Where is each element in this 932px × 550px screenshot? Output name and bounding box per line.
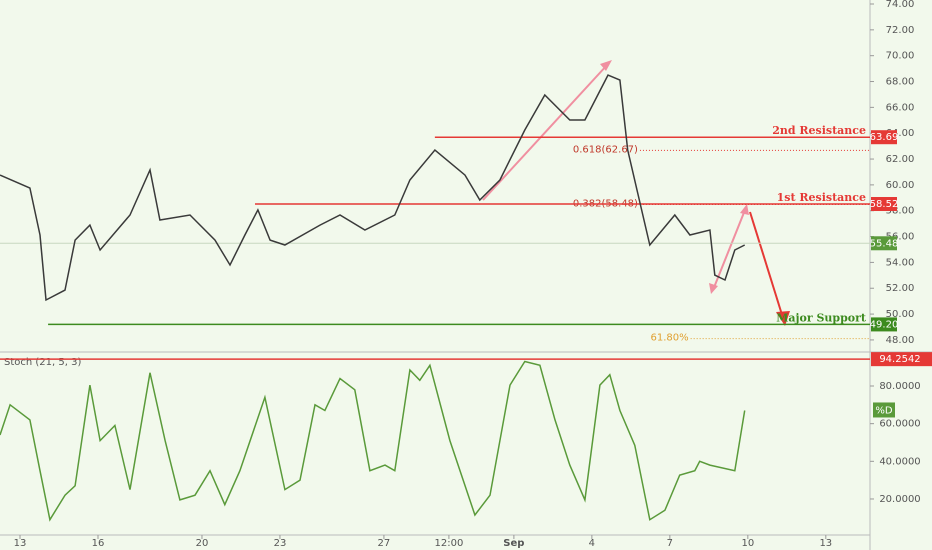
arrow-head: [776, 311, 790, 326]
y-tick-label: 52.00: [886, 283, 915, 294]
series-line: [0, 74, 746, 302]
level-value: 63.69: [870, 132, 899, 143]
level-value: 58.52: [870, 199, 899, 210]
y-tick-label: 58.00: [886, 206, 915, 217]
y-tick-label: 62.00: [886, 154, 915, 165]
x-tick-label: 10: [741, 538, 754, 549]
y-tick-label: 70.00: [886, 51, 915, 62]
y-tick-label: 64.00: [886, 128, 915, 139]
stoch-title: Stoch (21, 5, 3): [4, 357, 81, 368]
x-tick-label: 4: [589, 538, 595, 549]
fib-label: 61.80%: [651, 333, 689, 344]
x-tick-label: 7: [667, 538, 673, 549]
last-price-label: 55.48: [870, 238, 899, 249]
y-tick-label: 74.00: [886, 0, 915, 10]
series-line: [0, 360, 746, 522]
y-tick-label: 56.00: [886, 232, 915, 243]
x-tick-label: Sep: [503, 538, 524, 549]
forecast-arrow: [749, 211, 784, 319]
series-label: %D: [875, 405, 893, 416]
y-tick-label: 60.0000: [879, 419, 920, 430]
y-tick-label: 72.00: [886, 25, 915, 36]
x-tick-label: 20: [196, 538, 209, 549]
series-label-box: [873, 402, 895, 418]
arrow-head: [740, 204, 749, 215]
last-price-box: [871, 236, 897, 251]
fib-label: 0.618(62.67): [573, 144, 638, 155]
level-value: 49.20: [870, 319, 899, 330]
arrow-head: [709, 283, 718, 294]
y-tick-label: 66.00: [886, 102, 915, 113]
x-tick-label: 27: [378, 538, 391, 549]
arrow-head: [600, 60, 612, 71]
y-tick-label: 60.00: [886, 180, 915, 191]
stoch-level-box: [871, 352, 932, 367]
y-tick-label: 54.00: [886, 257, 915, 268]
drawings: [482, 60, 790, 326]
level-box: [871, 130, 897, 145]
y-tick-label: 48.00: [886, 335, 915, 346]
level-name: Major Support: [776, 311, 867, 324]
level-box: [871, 197, 897, 212]
y-tick-label: 40.0000: [879, 456, 920, 467]
y-tick-label: 50.00: [886, 309, 915, 320]
y-tick-label: 20.0000: [879, 494, 920, 505]
level-box: [871, 317, 897, 332]
trend-arrow: [482, 63, 609, 201]
y-tick-label: 68.00: [886, 77, 915, 88]
level-name: 1st Resistance: [777, 191, 866, 204]
stoch-level-label: 94.2542: [879, 354, 920, 365]
level-name: 2nd Resistance: [772, 124, 866, 137]
y-tick-label: 80.0000: [879, 381, 920, 392]
x-tick-label: 12:00: [434, 538, 463, 549]
x-tick-label: 16: [92, 538, 105, 549]
x-tick-label: 13: [819, 538, 832, 549]
x-tick-label: 13: [14, 538, 27, 549]
x-tick-label: 23: [274, 538, 287, 549]
